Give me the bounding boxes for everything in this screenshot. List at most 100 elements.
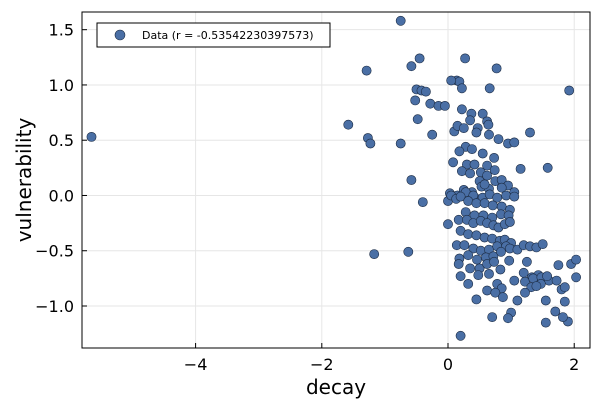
data-point [453,214,464,225]
legend-label: Data (r = -0.53542230397573) [142,29,314,42]
data-point [490,287,501,298]
data-point [425,98,436,109]
data-point [417,197,428,207]
data-point [361,65,372,76]
data-point [495,264,506,275]
data-point [571,254,581,265]
data-point [503,313,513,324]
data-point [479,198,490,209]
x-axis-label: decay [306,375,366,399]
data-point [453,259,464,269]
data-point [515,163,526,174]
data-point [518,267,529,278]
data-point [414,53,425,64]
data-point [479,179,490,190]
data-point [482,160,492,171]
data-point [448,157,458,168]
data-point [542,162,553,173]
data-point [446,75,457,86]
x-tick-label: −2 [310,355,334,374]
data-point [564,85,575,96]
data-point [427,129,438,140]
x-tick-label: −4 [184,355,208,374]
data-point [455,330,466,341]
data-point [467,144,477,154]
y-tick-label: −0.5 [35,242,74,261]
data-point [509,191,520,202]
data-point [343,119,354,130]
plot-frame [81,11,591,349]
data-point [454,146,465,157]
data-point [395,15,406,26]
data-point [489,152,499,163]
data-point [472,254,482,265]
data-point [465,263,475,274]
data-point [484,129,494,140]
axis-ticks: −4 −2 0 2 −1.0 −0.5 0.0 0.5 1.0 1.5 [35,21,579,374]
data-point [487,312,498,322]
data-point [559,282,570,293]
y-axis-label: vulnerability [12,118,36,243]
x-tick-label: 2 [569,355,579,374]
data-point [471,294,482,305]
data-point [522,256,532,267]
data-point [406,61,417,72]
data-point [465,115,475,126]
data-point [525,127,535,138]
data-point [482,285,492,296]
y-tick-label: 1.0 [49,76,74,95]
data-point [559,296,570,307]
data-point [456,104,467,115]
data-points [86,15,581,341]
data-point [463,196,474,206]
data-point [537,239,548,249]
y-tick-label: 0.0 [49,186,74,205]
data-point [504,255,515,266]
data-point [482,170,492,181]
data-point [540,317,551,328]
data-point [406,175,417,185]
data-point [477,148,488,159]
data-point [463,250,474,261]
data-point [542,271,552,282]
data-point [489,256,499,267]
data-point [493,134,504,144]
x-tick-label: 0 [443,355,453,374]
data-point [463,229,474,240]
data-point [456,166,467,177]
data-point [410,95,421,106]
data-point [509,275,520,286]
data-point [531,281,542,291]
data-point [439,101,450,111]
y-tick-label: −1.0 [35,297,74,316]
data-point [512,295,523,306]
data-point [395,138,406,149]
data-point [458,123,469,134]
data-point [86,131,97,142]
data-point [443,219,453,230]
data-point [465,168,475,179]
data-point [483,119,494,130]
data-point [471,127,482,138]
data-point [456,83,467,94]
legend: Data (r = -0.53542230397573) [96,22,331,48]
legend-marker [114,29,126,41]
grid-lines [82,12,590,348]
data-point [550,306,561,317]
data-point [460,53,470,64]
data-point [551,275,562,286]
data-point [369,249,380,259]
data-point [455,271,466,282]
data-point [484,268,494,279]
data-point [469,159,480,170]
y-tick-label: 0.5 [49,131,74,150]
data-point [558,312,568,322]
data-point [491,63,502,74]
data-point [496,182,507,193]
data-point [520,287,530,298]
data-point [487,200,498,211]
data-point [455,191,466,202]
data-point [463,278,474,289]
data-point [540,295,551,306]
